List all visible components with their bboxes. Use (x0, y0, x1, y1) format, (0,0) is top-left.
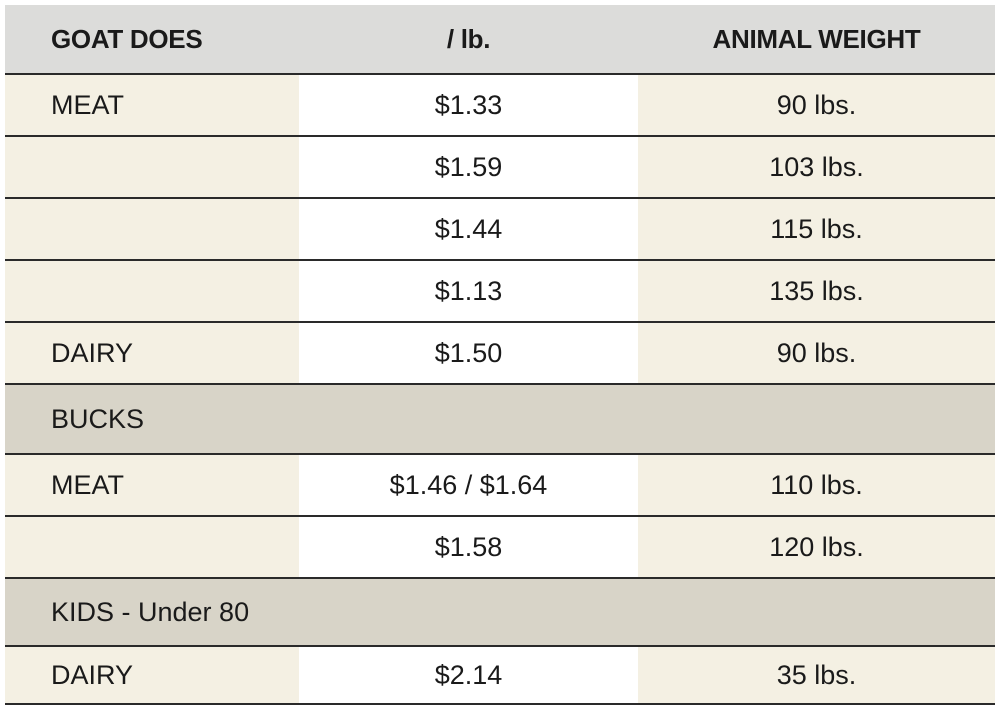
row-price: $1.33 (299, 75, 638, 135)
table-row: $1.13 135 lbs. (5, 259, 995, 321)
header-animal-weight: ANIMAL WEIGHT (712, 23, 921, 54)
table-row: MEAT $1.33 90 lbs. (5, 73, 995, 135)
row-weight: 120 lbs. (638, 517, 995, 577)
row-weight: 103 lbs. (638, 137, 995, 197)
table-bottom-rule (5, 703, 995, 705)
row-price: $1.59 (299, 137, 638, 197)
goat-price-table: GOAT DOES / lb. ANIMAL WEIGHT MEAT $1.33… (5, 5, 995, 705)
table-row: $1.44 115 lbs. (5, 197, 995, 259)
row-label (5, 261, 299, 321)
row-label (5, 517, 299, 577)
row-price: $1.44 (299, 199, 638, 259)
section-label: BUCKS (51, 403, 145, 434)
row-price: $1.13 (299, 261, 638, 321)
row-weight: 35 lbs. (638, 647, 995, 703)
table-row: DAIRY $1.50 90 lbs. (5, 321, 995, 383)
section-row-bucks: BUCKS (5, 383, 995, 453)
row-price: $1.58 (299, 517, 638, 577)
row-weight: 90 lbs. (638, 323, 995, 383)
row-label: MEAT (5, 455, 299, 515)
row-weight: 110 lbs. (638, 455, 995, 515)
row-weight: 90 lbs. (638, 75, 995, 135)
table-row: MEAT $1.46 / $1.64 110 lbs. (5, 453, 995, 515)
section-label: KIDS - Under 80 (51, 596, 250, 627)
header-goat-does: GOAT DOES (51, 23, 203, 54)
table-row: DAIRY $2.14 35 lbs. (5, 645, 995, 703)
table-header: GOAT DOES / lb. ANIMAL WEIGHT (5, 5, 995, 73)
row-label: DAIRY (5, 323, 299, 383)
header-price-per-lb: / lb. (446, 23, 491, 54)
row-price: $1.50 (299, 323, 638, 383)
table-row: $1.58 120 lbs. (5, 515, 995, 577)
row-price: $2.14 (299, 647, 638, 703)
section-row-kids: KIDS - Under 80 (5, 577, 995, 645)
row-label (5, 199, 299, 259)
row-label: DAIRY (5, 647, 299, 703)
row-price: $1.46 / $1.64 (299, 455, 638, 515)
row-label: MEAT (5, 75, 299, 135)
row-weight: 115 lbs. (638, 199, 995, 259)
row-label (5, 137, 299, 197)
row-weight: 135 lbs. (638, 261, 995, 321)
table-row: $1.59 103 lbs. (5, 135, 995, 197)
